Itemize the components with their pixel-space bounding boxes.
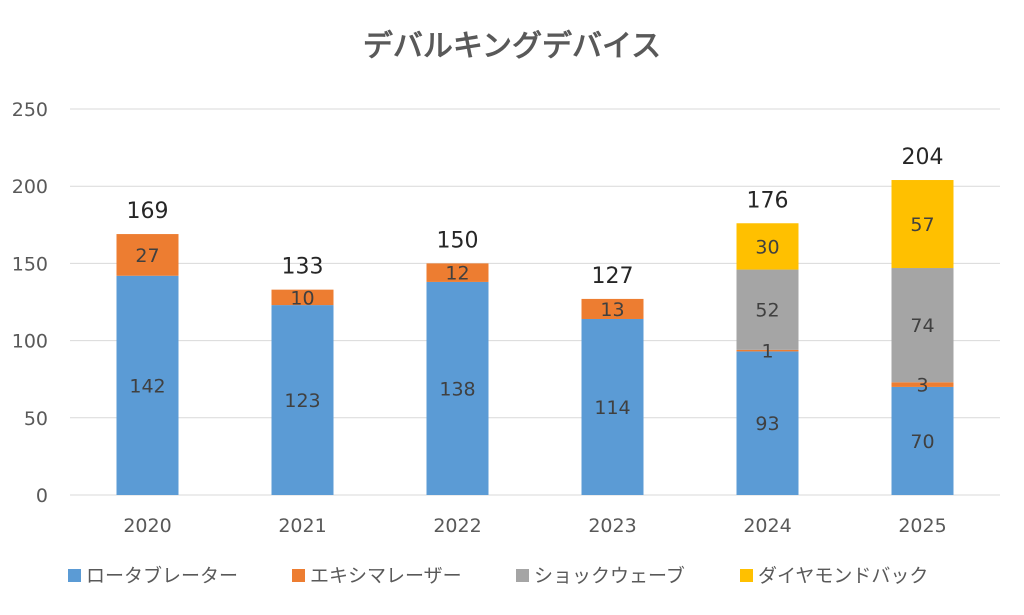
bar-segment xyxy=(271,289,334,306)
legend-swatch xyxy=(740,569,753,582)
x-tick-label: 2022 xyxy=(433,515,481,537)
bar-segment xyxy=(891,386,954,495)
x-tick-label: 2024 xyxy=(743,515,791,537)
legend-label: ダイヤモンドバック xyxy=(758,565,928,587)
total-label: 169 xyxy=(127,199,169,224)
bar-segment xyxy=(891,180,954,269)
total-label: 204 xyxy=(902,145,944,170)
y-tick-label: 50 xyxy=(24,408,48,430)
legend-swatch xyxy=(292,569,305,582)
bar-segment xyxy=(891,268,954,383)
bar-segment xyxy=(116,275,179,495)
x-tick-label: 2021 xyxy=(278,515,326,537)
legend-swatch xyxy=(68,569,81,582)
data-label: 1 xyxy=(761,341,773,363)
total-label: 133 xyxy=(282,255,324,280)
bar-segment xyxy=(581,298,644,319)
bar-segment xyxy=(116,234,179,276)
data-label: 57 xyxy=(910,214,934,236)
y-tick-label: 150 xyxy=(12,253,48,275)
bar-segment xyxy=(736,349,799,352)
data-label: 27 xyxy=(135,245,159,267)
y-tick-label: 100 xyxy=(12,331,48,353)
legend-item: ショックウェーブ xyxy=(516,564,685,587)
chart-title: デバルキングデバイス xyxy=(363,29,661,64)
data-label: 123 xyxy=(284,390,320,412)
x-tick-label: 2023 xyxy=(588,515,636,537)
total-label: 127 xyxy=(592,264,634,289)
data-label: 3 xyxy=(916,375,928,397)
legend-item: ロータブレーター xyxy=(68,564,238,587)
data-label: 142 xyxy=(129,375,165,397)
bar-segment xyxy=(581,318,644,495)
data-label: 30 xyxy=(755,236,779,258)
legend-swatch xyxy=(516,569,529,582)
y-tick-label: 250 xyxy=(12,99,48,121)
data-label: 70 xyxy=(910,431,934,453)
bar-segment xyxy=(426,263,489,282)
legend-label: ロータブレーター xyxy=(86,564,238,587)
bar-segment xyxy=(891,382,954,387)
total-label: 150 xyxy=(437,228,479,253)
legend-label: エキシマレーザー xyxy=(310,565,462,587)
data-label: 52 xyxy=(755,300,779,322)
legend-label: ショックウェーブ xyxy=(534,564,685,587)
data-label: 13 xyxy=(600,299,624,321)
bar-segment xyxy=(736,223,799,270)
data-label: 114 xyxy=(594,397,630,419)
bar-segment xyxy=(271,305,334,495)
data-label: 74 xyxy=(910,315,934,337)
x-tick-label: 2020 xyxy=(123,515,171,537)
total-label: 176 xyxy=(747,188,789,213)
bar-segment xyxy=(736,269,799,350)
legend-item: エキシマレーザー xyxy=(292,565,462,587)
y-tick-label: 0 xyxy=(36,485,48,507)
data-label: 10 xyxy=(290,287,314,309)
data-label: 12 xyxy=(445,263,469,285)
bar-segment xyxy=(736,351,799,495)
x-tick-label: 2025 xyxy=(898,515,946,537)
data-label: 93 xyxy=(755,413,779,435)
y-tick-label: 200 xyxy=(12,176,48,198)
data-label: 138 xyxy=(439,378,475,400)
bar-segment xyxy=(426,281,489,495)
legend-item: ダイヤモンドバック xyxy=(740,565,928,587)
